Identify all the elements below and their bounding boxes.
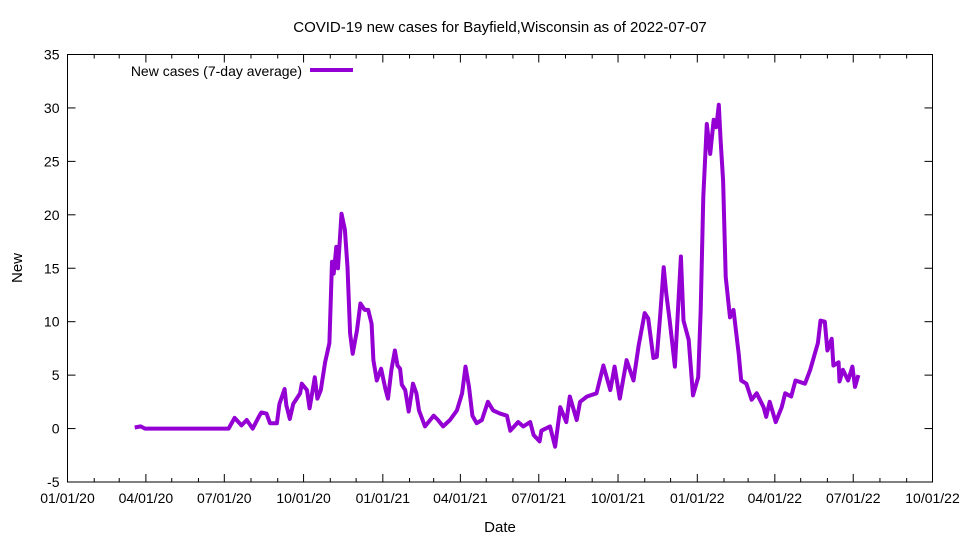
plot-border [67,54,933,483]
y-tick-label: 10 [44,314,60,330]
y-tick-label: 0 [52,421,60,437]
y-tick-label: 20 [44,207,60,223]
x-tick-label: 10/01/20 [276,490,331,506]
y-tick-label: 15 [44,260,60,276]
x-tick-label: 07/01/20 [197,490,252,506]
x-tick-label: 10/01/21 [591,490,646,506]
series-line-new-cases [134,102,861,449]
x-axis: 01/01/20 04/01/20 07/01/20 10/01/20 01/01/21… [40,54,960,506]
y-tick-label: 25 [44,153,60,169]
y-tick-label: 30 [44,100,60,116]
legend: New cases (7-day average) [131,63,353,79]
chart-title: COVID-19 new cases for Bayfield,Wisconsi… [293,19,707,36]
x-tick-label: 04/01/21 [433,490,488,506]
y-axis: -5 0 5 10 15 20 25 30 35 [44,47,933,490]
x-tick-label: 07/01/21 [512,490,567,506]
legend-label: New cases (7-day average) [131,63,302,79]
y-tick-label: 5 [52,367,60,383]
x-tick-label: 01/01/21 [356,490,411,506]
x-tick-label: 01/01/20 [40,490,95,506]
y-axis-label: New [9,253,26,283]
x-tick-label: 07/01/22 [826,490,881,506]
x-axis-label: Date [484,519,516,536]
y-tick-label: 35 [44,47,60,63]
x-tick-label: 10/01/22 [905,490,960,506]
x-tick-label: 04/01/22 [748,490,803,506]
y-tick-label: -5 [47,474,60,490]
x-tick-label: 04/01/20 [119,490,174,506]
x-tick-label: 01/01/22 [670,490,725,506]
